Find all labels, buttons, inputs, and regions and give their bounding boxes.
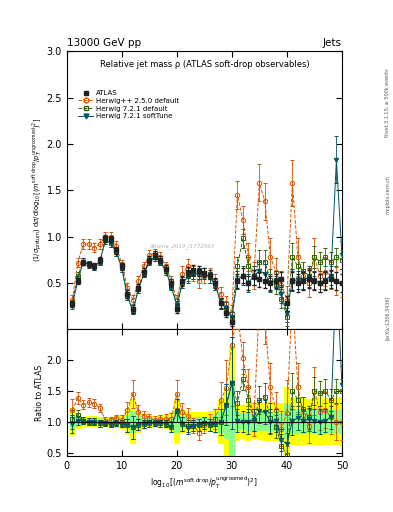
Text: Rivet 3.1.10; ≥ 500k events: Rivet 3.1.10; ≥ 500k events	[385, 68, 390, 137]
Text: [arXiv:1306.3436]: [arXiv:1306.3436]	[385, 295, 390, 339]
Text: 13000 GeV pp: 13000 GeV pp	[67, 38, 141, 49]
Y-axis label: $(1/\sigma_{\rm preturn})\ \mathrm{d}\sigma/\mathrm{d}\log_{10}[(m^{\rm soft\ dr: $(1/\sigma_{\rm preturn})\ \mathrm{d}\si…	[30, 118, 44, 262]
Text: Athena_2019_I1772563: Athena_2019_I1772563	[150, 243, 215, 249]
Text: Relative jet mass ρ (ATLAS soft-drop observables): Relative jet mass ρ (ATLAS soft-drop obs…	[99, 59, 309, 69]
Text: mcplots.cern.ch: mcplots.cern.ch	[385, 175, 390, 214]
Text: Jets: Jets	[323, 38, 342, 49]
X-axis label: $\log_{10}[(m^{\rm soft\ drop}/p_T^{\rm ungroomed})^2]$: $\log_{10}[(m^{\rm soft\ drop}/p_T^{\rm …	[151, 475, 258, 491]
Y-axis label: Ratio to ATLAS: Ratio to ATLAS	[35, 365, 44, 420]
Legend: ATLAS, Herwig++ 2.5.0 default, Herwig 7.2.1 default, Herwig 7.2.1 softTune: ATLAS, Herwig++ 2.5.0 default, Herwig 7.…	[75, 88, 182, 122]
